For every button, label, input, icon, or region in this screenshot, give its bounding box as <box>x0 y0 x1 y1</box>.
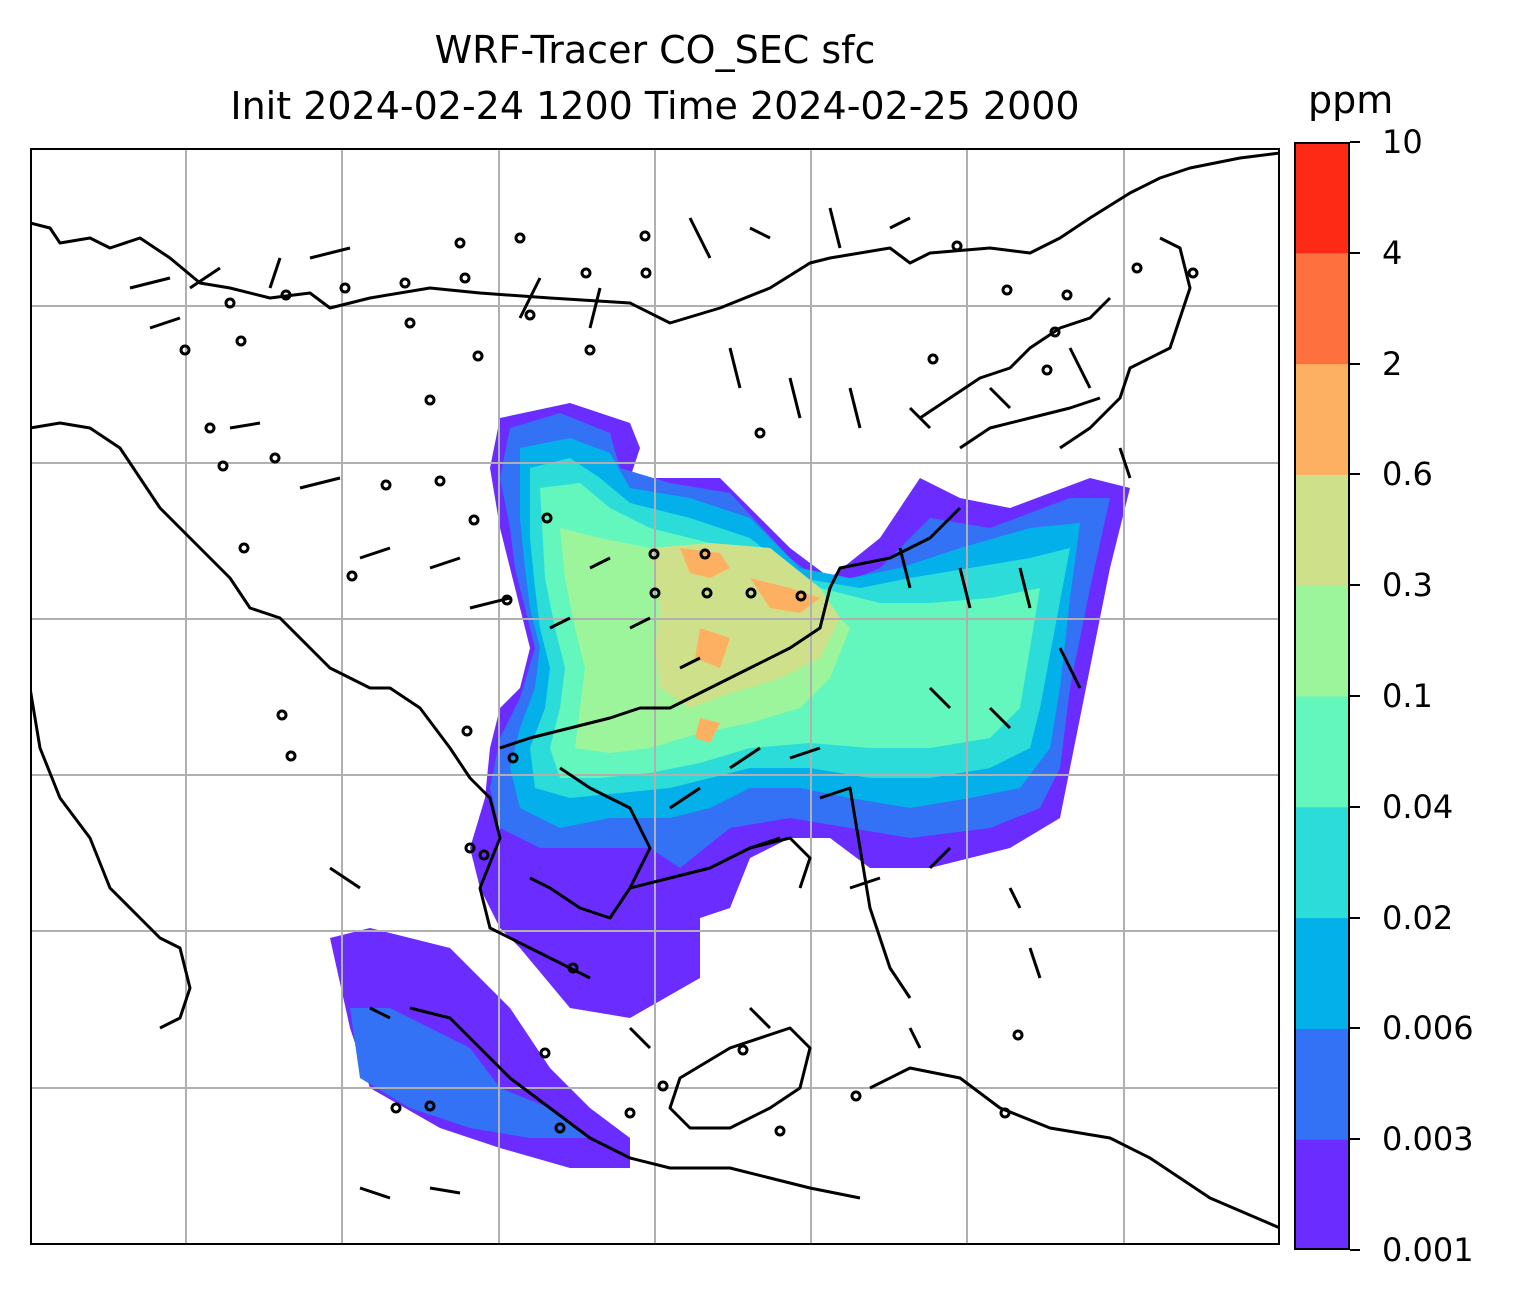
colorbar-segment <box>1294 1139 1350 1250</box>
colorbar-segment <box>1294 252 1350 365</box>
colorbar-segment <box>1294 806 1350 919</box>
coastlines <box>30 151 1280 1230</box>
colorbar-tick-label: 2 <box>1382 344 1403 383</box>
map-subtitle: Init 2024-02-24 1200 Time 2024-02-25 200… <box>230 84 1080 128</box>
colorbar-segment <box>1294 363 1350 475</box>
colorbar-segment <box>1294 917 1350 1029</box>
map-panel <box>30 148 1280 1245</box>
colorbar-segment <box>1294 474 1350 586</box>
field-level-2b <box>350 1008 590 1138</box>
colorbar-tick <box>1350 1027 1360 1030</box>
colorbar-tick-label: 0.006 <box>1382 1009 1474 1048</box>
colorbar-tick <box>1350 805 1360 808</box>
colorbar-tick-label: 0.04 <box>1382 787 1454 826</box>
colorbar-tick <box>1350 584 1360 587</box>
colorbar-tick <box>1350 695 1360 697</box>
colorbar-segment <box>1294 142 1350 254</box>
colorbar-tick <box>1350 473 1360 476</box>
colorbar-tick <box>1350 251 1360 254</box>
colorbar-segment <box>1294 696 1350 808</box>
colorbar-segment <box>1294 1028 1350 1140</box>
field-level-8 <box>680 548 820 743</box>
wind-barbs <box>129 207 1132 1200</box>
colorbar <box>1294 142 1350 1250</box>
colorbar-tick-label: 10 <box>1382 123 1423 161</box>
colorbar-tick-label: 0.001 <box>1382 1231 1474 1269</box>
colorbar-tick-label: 4 <box>1382 233 1403 272</box>
map-title: WRF-Tracer CO_SEC sfc <box>434 28 876 72</box>
colorbar-border <box>1294 142 1350 1250</box>
colorbar-tick <box>1350 141 1360 143</box>
map-gridlines <box>30 148 1280 1245</box>
colorbar-tick-label: 0.02 <box>1382 898 1454 937</box>
field-level-7 <box>650 543 840 708</box>
tracer-field <box>330 403 1130 1168</box>
colorbar-tick <box>1350 1249 1360 1251</box>
colorbar-tick-label: 0.003 <box>1382 1120 1474 1159</box>
colorbar-tick-label: 0.1 <box>1382 677 1433 715</box>
colorbar-tick <box>1350 1138 1360 1141</box>
calm-markers <box>179 230 1199 1137</box>
colorbar-tick-label: 0.6 <box>1382 455 1433 494</box>
colorbar-tick <box>1350 362 1360 365</box>
colorbar-tick <box>1350 916 1360 919</box>
colorbar-units: ppm <box>1308 78 1394 122</box>
colorbar-tick-label: 0.3 <box>1382 566 1433 605</box>
colorbar-segment <box>1294 585 1350 697</box>
